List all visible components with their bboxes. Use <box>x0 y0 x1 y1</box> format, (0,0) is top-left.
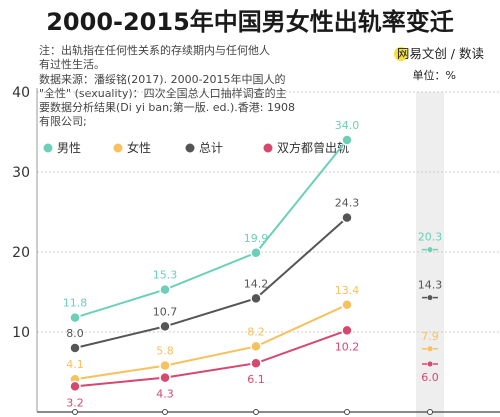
average-label: 7.9 <box>421 330 439 343</box>
data-label: 34.0 <box>335 119 360 132</box>
legend-marker <box>263 143 273 153</box>
legend-item: 男性 <box>57 141 81 155</box>
data-label: 11.8 <box>63 297 88 310</box>
average-point <box>427 247 433 253</box>
data-point <box>159 359 171 372</box>
legend: 男性 女性 总计 双方都曾出轨 <box>43 140 349 155</box>
brand-label: 网易文创 / 数读 <box>397 46 484 61</box>
average-label: 14.3 <box>418 279 443 292</box>
data-point <box>341 299 353 311</box>
data-label: 24.3 <box>335 197 360 210</box>
data-point <box>341 211 353 224</box>
data-point <box>341 134 353 146</box>
data-point <box>250 247 262 259</box>
legend-item: 双方都曾出轨 <box>277 140 349 155</box>
average-label: 6.0 <box>421 371 439 384</box>
data-label: 5.8 <box>156 345 174 358</box>
note-line-1: 注：出轨指在任何性关系的存续期内与任何他人 <box>39 43 270 57</box>
data-label: 3.2 <box>66 396 84 409</box>
data-point <box>250 357 262 369</box>
x-tick-mark <box>253 409 259 415</box>
data-label: 13.4 <box>335 284 360 297</box>
y-tick-label: 10 <box>12 325 30 341</box>
data-point <box>69 342 81 354</box>
data-label: 6.1 <box>247 373 265 386</box>
x-tick-mark <box>162 409 168 415</box>
legend-item: 女性 <box>127 140 151 155</box>
x-tick-mark <box>72 409 78 415</box>
source-line-4: 有限公司; <box>39 114 87 128</box>
legend-marker <box>185 143 195 153</box>
data-point <box>250 292 262 305</box>
source-line-3: 要数据分析结果(Di yi ban;第一版. ed.).香港: 1908 <box>39 100 295 114</box>
source-line-1: 数据来源：潘绥铭(2017). 2000-2015年中国人的 <box>39 72 286 86</box>
data-point <box>341 324 353 337</box>
legend-marker <box>113 143 123 153</box>
data-label: 4.3 <box>156 388 174 401</box>
series-line <box>74 139 348 319</box>
data-point <box>159 320 171 333</box>
data-label: 10.2 <box>335 340 360 353</box>
series-0: 11.8 15.3 19.9 34.0 20.3 <box>63 119 443 324</box>
data-label: 14.2 <box>244 277 269 290</box>
data-point <box>159 283 171 296</box>
source-line-2: "全性" (sexuality)：四次全国总人口抽样调查的主 <box>39 86 287 100</box>
series-1: 4.1 5.8 8.2 13.4 7.9 <box>66 284 439 385</box>
x-tick-mark <box>344 409 350 415</box>
average-point <box>427 346 433 352</box>
series-2: 8.0 10.7 14.2 24.3 14.3 <box>66 197 443 354</box>
y-tick-label: 20 <box>12 245 30 261</box>
average-point <box>427 361 433 367</box>
data-point <box>159 371 171 384</box>
series-line <box>74 303 348 381</box>
data-label: 8.2 <box>247 325 265 338</box>
data-point <box>69 311 81 324</box>
y-tick-label: 40 <box>12 85 30 101</box>
data-label: 15.3 <box>153 269 178 282</box>
series-line <box>74 216 348 349</box>
chart-title: 2000-2015年中国男女性出轨率变迁 <box>46 8 454 36</box>
unit-label: 单位：% <box>413 68 456 82</box>
series-layer: 11.815.319.934.020.38.010.714.224.314.34… <box>63 119 443 409</box>
note-line-2: 有过性生活。 <box>39 57 105 71</box>
data-label: 8.0 <box>66 327 84 340</box>
data-point <box>69 380 81 393</box>
average-label: 20.3 <box>418 231 443 244</box>
x-tick-mark <box>427 409 433 415</box>
series-3: 3.2 4.3 6.1 10.2 6.0 <box>66 324 439 409</box>
data-label: 10.7 <box>153 305 178 318</box>
data-label: 4.1 <box>66 358 84 371</box>
legend-marker <box>43 143 53 153</box>
axes: 10 20 30 40 <box>12 85 500 415</box>
data-label: 19.9 <box>244 232 269 245</box>
y-tick-label: 30 <box>12 165 30 181</box>
brand-logo-dot <box>394 47 408 61</box>
legend-item: 总计 <box>199 141 223 155</box>
data-point <box>250 340 262 353</box>
average-column <box>416 92 444 417</box>
series-line <box>74 329 348 388</box>
average-point <box>427 295 433 301</box>
